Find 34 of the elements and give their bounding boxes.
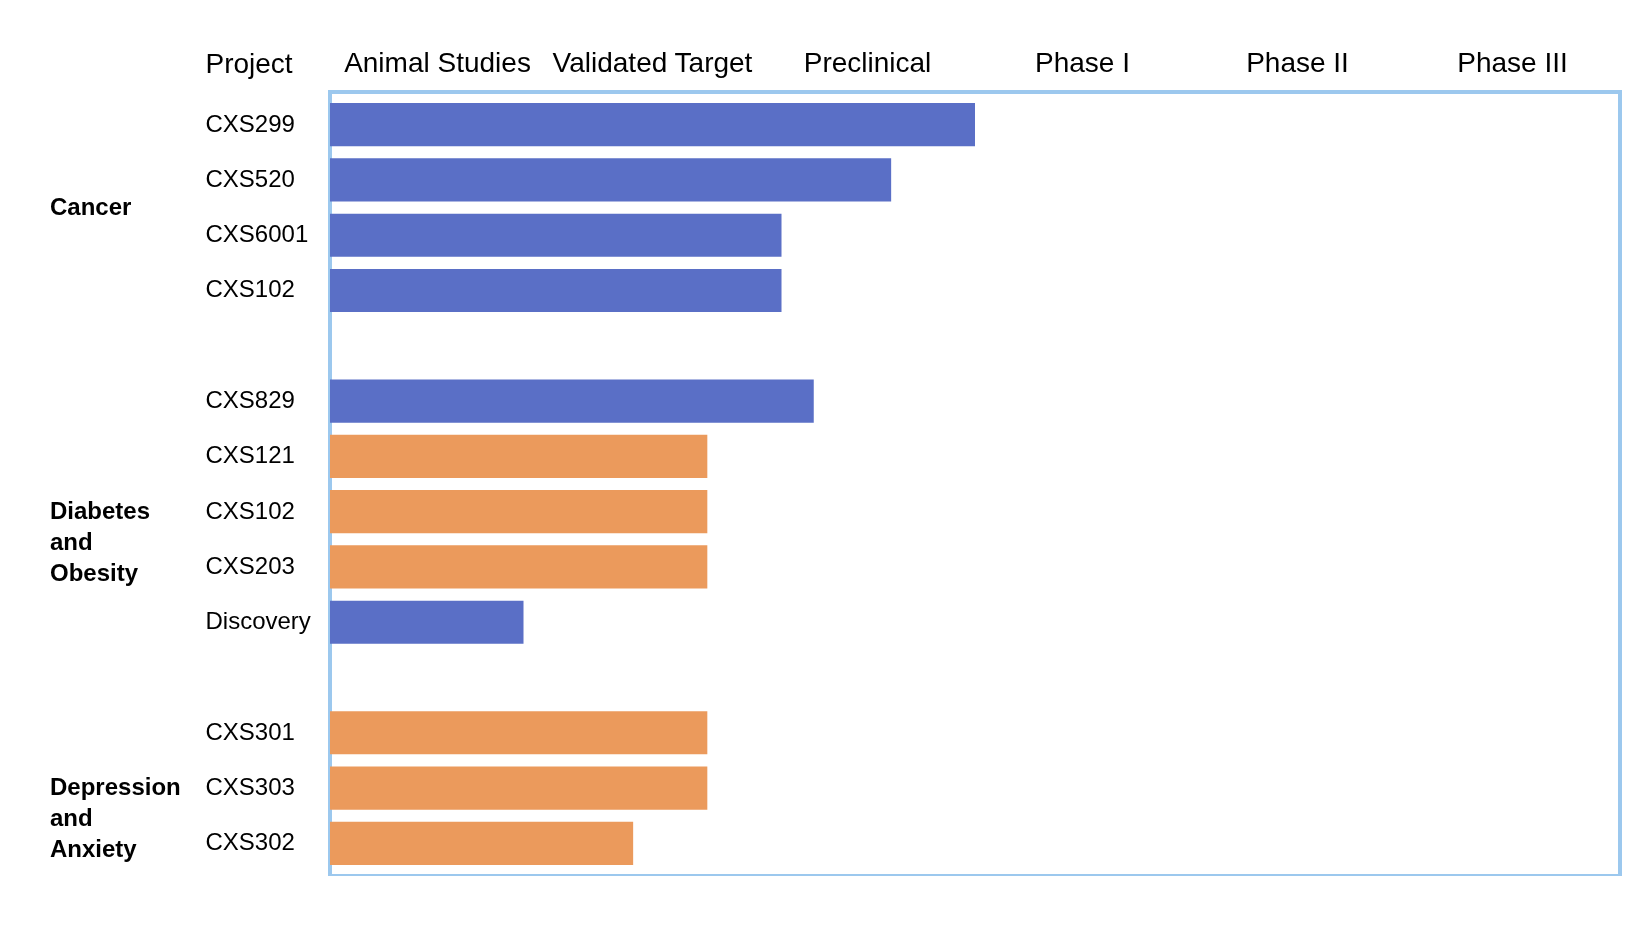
y-tick-label: CXS6001 <box>205 220 309 248</box>
text: Phase I <box>1035 47 1130 78</box>
y-tick-label: CXS302 <box>205 828 295 856</box>
bar <box>330 434 708 478</box>
y-tick-label: CXS121 <box>205 441 295 469</box>
bar <box>330 545 708 589</box>
y-axis-title: Project <box>205 47 293 79</box>
bar <box>330 268 782 313</box>
bar <box>330 600 524 644</box>
text: Cancer <box>50 192 132 220</box>
bar <box>330 103 975 147</box>
text: Preclinical <box>803 47 932 78</box>
bar <box>330 379 814 423</box>
y-tick-label: CXS829 <box>205 386 295 414</box>
text: Phase III <box>1457 47 1568 78</box>
bar <box>330 711 708 755</box>
y-tick-label: CXS102 <box>205 275 295 303</box>
bar <box>330 158 892 202</box>
text: Diabetes and Obesity <box>50 496 151 586</box>
y-tick-label: CXS102 <box>205 496 295 524</box>
text: Animal Studies <box>344 47 531 78</box>
y-tick-label: CXS303 <box>205 773 295 801</box>
y-tick-label: CXS299 <box>205 109 295 137</box>
bar <box>330 213 782 257</box>
text: Validated Target <box>552 47 753 78</box>
text: Phase II <box>1246 47 1349 78</box>
y-tick-label: CXS203 <box>205 551 295 579</box>
y-tick-label: Discovery <box>205 607 311 635</box>
bar <box>330 821 634 865</box>
y-tick-label: CXS520 <box>205 164 295 192</box>
y-tick-label: CXS301 <box>205 717 295 745</box>
text: Depression and Anxiety <box>50 773 181 863</box>
bar <box>330 766 708 810</box>
bar <box>330 490 708 534</box>
